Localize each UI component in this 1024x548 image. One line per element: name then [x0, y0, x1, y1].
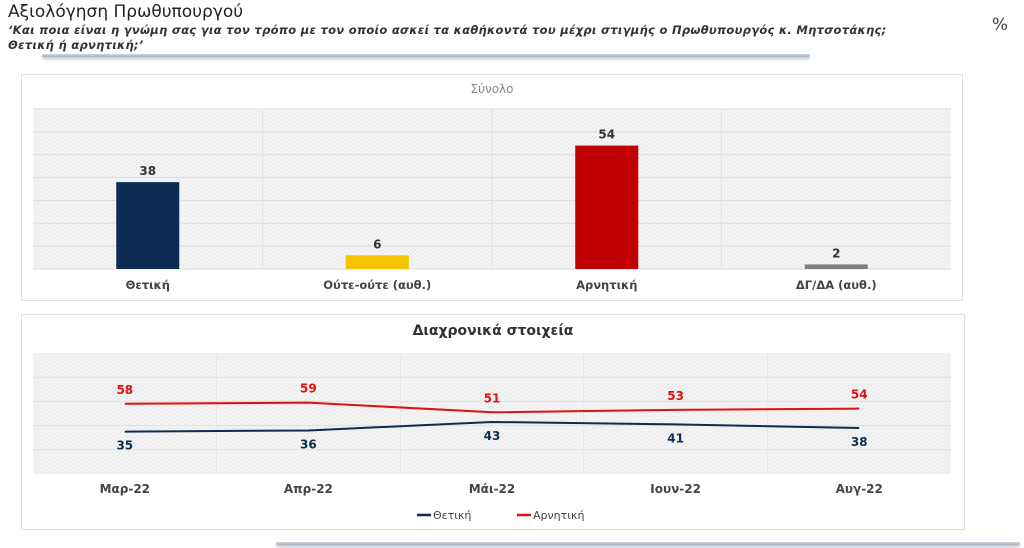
survey-question: ‘Και ποια είναι η γνώμη σας για τον τρόπ… [8, 23, 908, 53]
data-label: 6 [373, 237, 381, 251]
data-label: 54 [851, 388, 868, 402]
bar-0 [116, 182, 180, 269]
x-tick-label: Απρ-22 [284, 482, 333, 496]
category-label: Θετική [126, 278, 170, 292]
chart-title: Σύνολο [470, 82, 513, 96]
chart-title: Διαχρονικά στοιχεία [413, 323, 574, 339]
data-label: 36 [300, 437, 317, 451]
x-tick-label: Ιουν-22 [650, 482, 701, 496]
question-line-1: ‘Και ποια είναι η γνώμη σας για τον τρόπ… [8, 23, 887, 37]
line-chart-panel: Διαχρονικά στοιχεία Μαρ-22 Απρ-22 Μάι-22 Ιου… [21, 314, 965, 530]
series-line-1 [124, 401, 860, 414]
x-tick-label: Μαρ-22 [100, 482, 150, 496]
x-tick-label: Μάι-22 [469, 482, 516, 496]
category-label: Ούτε-ούτε (αυθ.) [323, 278, 431, 292]
bar-chart: Σύνολο 38 Θετική 6 Ούτε-ούτε (αυθ.) 54 Αρνητικ… [33, 82, 951, 292]
data-label: 58 [116, 383, 133, 397]
bar-chart-panel: Σύνολο 38 Θετική 6 Ούτε-ούτε (αυθ.) 54 Αρνητικ… [21, 74, 963, 301]
unit-label: % [991, 15, 1008, 35]
line-chart: Διαχρονικά στοιχεία Μαρ-22 Απρ-22 Μάι-22 Ιου… [33, 323, 951, 522]
category-label: Αρνητική [576, 278, 637, 292]
data-label: 38 [139, 164, 156, 178]
legend-label: Αρνητική [533, 509, 584, 522]
category-label: ΔΓ/ΔΑ (αυθ.) [796, 278, 877, 292]
series-line-0 [124, 420, 860, 433]
data-label: 54 [598, 128, 615, 142]
data-label: 38 [851, 435, 868, 449]
data-label: 59 [300, 382, 317, 396]
question-line-2: Θετική ή αρνητική;’ [8, 38, 144, 52]
page-title: Αξιολόγηση Πρωθυπουργού [8, 2, 244, 22]
bar-1 [345, 255, 409, 269]
data-label: 35 [116, 439, 133, 453]
title-underline [42, 54, 810, 57]
data-label: 2 [832, 246, 840, 260]
bar-2 [575, 145, 639, 269]
footer-line [276, 542, 1020, 545]
plot-area [33, 353, 951, 474]
x-tick-label: Αυγ-22 [836, 482, 883, 496]
legend-label: Θετική [433, 509, 471, 522]
bar-3 [804, 264, 868, 269]
data-label: 51 [484, 391, 501, 405]
data-label: 41 [667, 431, 684, 445]
data-label: 43 [484, 429, 501, 443]
data-label: 53 [667, 389, 684, 403]
